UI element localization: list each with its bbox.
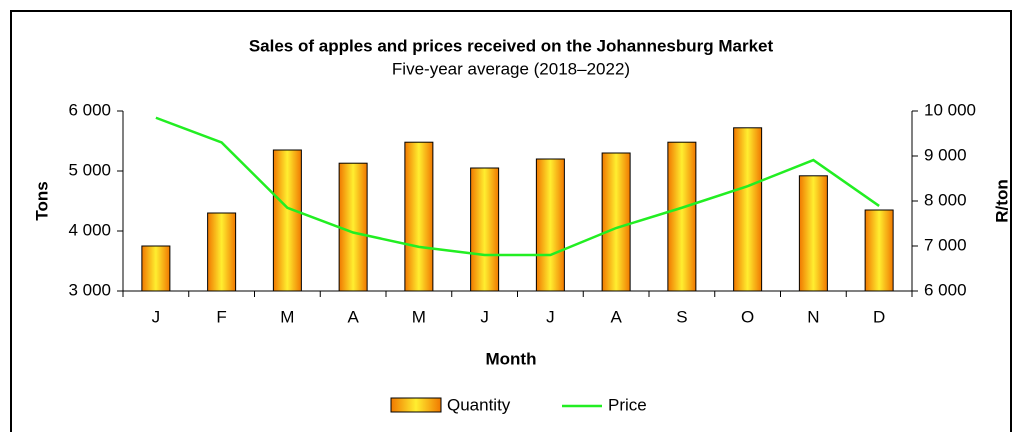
y2-tick-label: 9 000 — [924, 145, 967, 164]
price-line — [155, 116, 880, 257]
y-tick-label: 5 000 — [68, 160, 111, 179]
x-tick-label: A — [610, 307, 622, 326]
y2-tick-label: 10 000 — [924, 100, 976, 119]
bar — [141, 245, 171, 292]
y2-tick-label: 7 000 — [924, 235, 967, 254]
y-tick-label: 3 000 — [68, 280, 111, 299]
y-tick-label: 6 000 — [68, 100, 111, 119]
x-axis-label: Month — [486, 349, 537, 368]
bar — [601, 152, 631, 292]
chart-border — [10, 10, 1012, 432]
bar — [207, 212, 237, 292]
y-tick-label: 4 000 — [68, 220, 111, 239]
x-tick-label: A — [347, 307, 359, 326]
y-axis-label: Tons — [32, 181, 51, 220]
y2-tick-label: 6 000 — [924, 280, 967, 299]
y2-tick-label: 8 000 — [924, 190, 967, 209]
x-tick-label: M — [412, 307, 426, 326]
bar — [667, 141, 697, 292]
chart-subtitle: Five-year average (2018–2022) — [392, 59, 630, 78]
bar — [338, 162, 368, 292]
x-tick-label: S — [676, 307, 687, 326]
bar — [470, 167, 500, 292]
x-tick-label: J — [480, 307, 489, 326]
chart-title: Sales of apples and prices received on t… — [249, 36, 774, 55]
bar — [798, 175, 828, 292]
x-tick-label: O — [741, 307, 754, 326]
x-tick-label: D — [873, 307, 885, 326]
bar — [404, 141, 434, 292]
legend-label: Quantity — [447, 395, 511, 414]
legend-swatch — [390, 397, 442, 413]
x-tick-label: N — [807, 307, 819, 326]
x-tick-label: F — [216, 307, 226, 326]
bar — [733, 127, 763, 292]
legend-label: Price — [608, 395, 647, 414]
x-tick-label: J — [546, 307, 555, 326]
bar — [864, 209, 894, 292]
x-tick-label: M — [280, 307, 294, 326]
x-tick-label: J — [152, 307, 161, 326]
bar — [535, 158, 565, 292]
bar — [272, 149, 302, 292]
y2-axis-label: R/ton — [992, 179, 1011, 222]
